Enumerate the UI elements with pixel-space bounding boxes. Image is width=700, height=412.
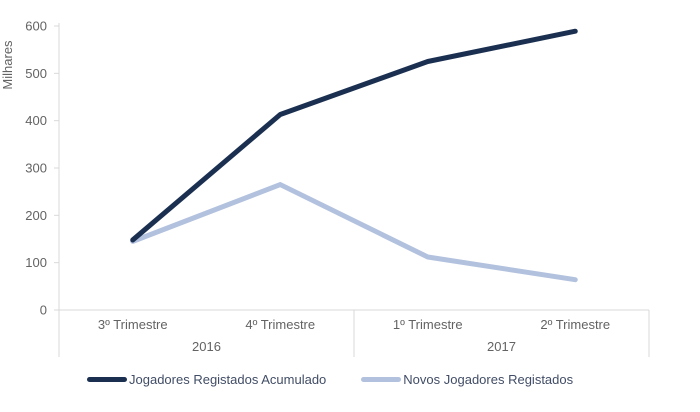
- x-category-label: 2º Trimestre: [540, 317, 610, 332]
- legend-swatch: [361, 376, 402, 382]
- y-tick-label: 500: [25, 66, 47, 81]
- y-tick-label: 200: [25, 208, 47, 223]
- x-year-label: 2017: [487, 339, 516, 354]
- legend-item-0: Jogadores Registados Acumulado: [87, 372, 326, 387]
- x-category-label: 1º Trimestre: [393, 317, 463, 332]
- y-axis-title: Milhares: [0, 40, 15, 90]
- series-line: [130, 182, 578, 283]
- x-category-label: 4º Trimestre: [245, 317, 315, 332]
- x-axis-labels: 3º Trimestre 4º Trimestre 1º Trimestre 2º T…: [58, 310, 650, 357]
- y-tick-label: 0: [40, 303, 47, 318]
- y-tick-label: 300: [25, 161, 47, 176]
- legend-label: Jogadores Registados Acumulado: [129, 371, 327, 387]
- legend-item-1: Novos Jogadores Registados: [361, 372, 573, 387]
- series-lines: [130, 28, 578, 283]
- plot-area: Milhares 0 100 200 300 400 500 600 3º Trimestr…: [0, 19, 650, 357]
- x-year-label: 2016: [192, 339, 221, 354]
- y-axis-ticks: 0 100 200 300 400 500 600: [25, 19, 59, 318]
- chart-legend: Jogadores Registados Acumulado Novos Joga…: [87, 360, 573, 398]
- y-tick-label: 600: [25, 19, 47, 34]
- legend-swatch: [87, 376, 127, 382]
- y-tick-label: 400: [25, 113, 47, 128]
- legend-label: Novos Jogadores Registados: [403, 371, 574, 387]
- series-line: [130, 28, 578, 243]
- x-category-label: 3º Trimestre: [98, 317, 168, 332]
- y-tick-label: 100: [25, 255, 47, 270]
